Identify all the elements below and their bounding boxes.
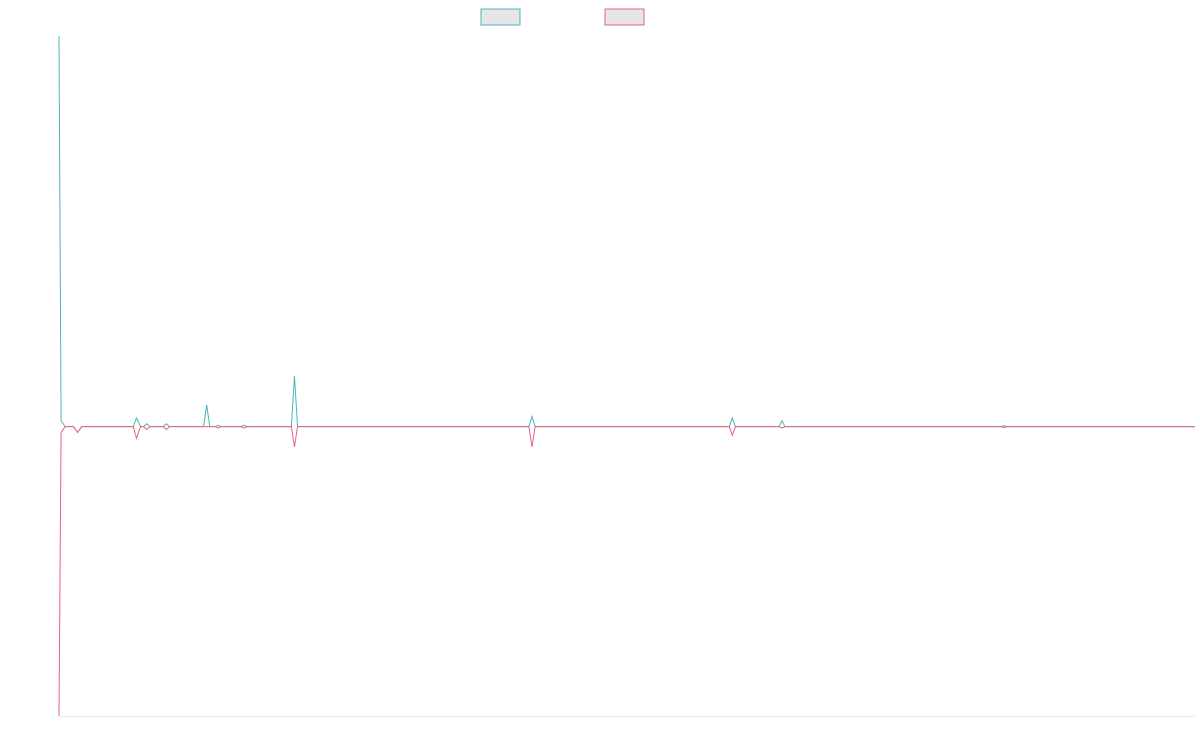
plot-area <box>58 35 1195 717</box>
legend <box>480 8 645 26</box>
series-line-2 <box>58 426 1195 717</box>
legend-swatch-2[interactable] <box>604 8 645 26</box>
legend-swatch-1[interactable] <box>480 8 521 26</box>
series-line-1 <box>58 35 1195 434</box>
